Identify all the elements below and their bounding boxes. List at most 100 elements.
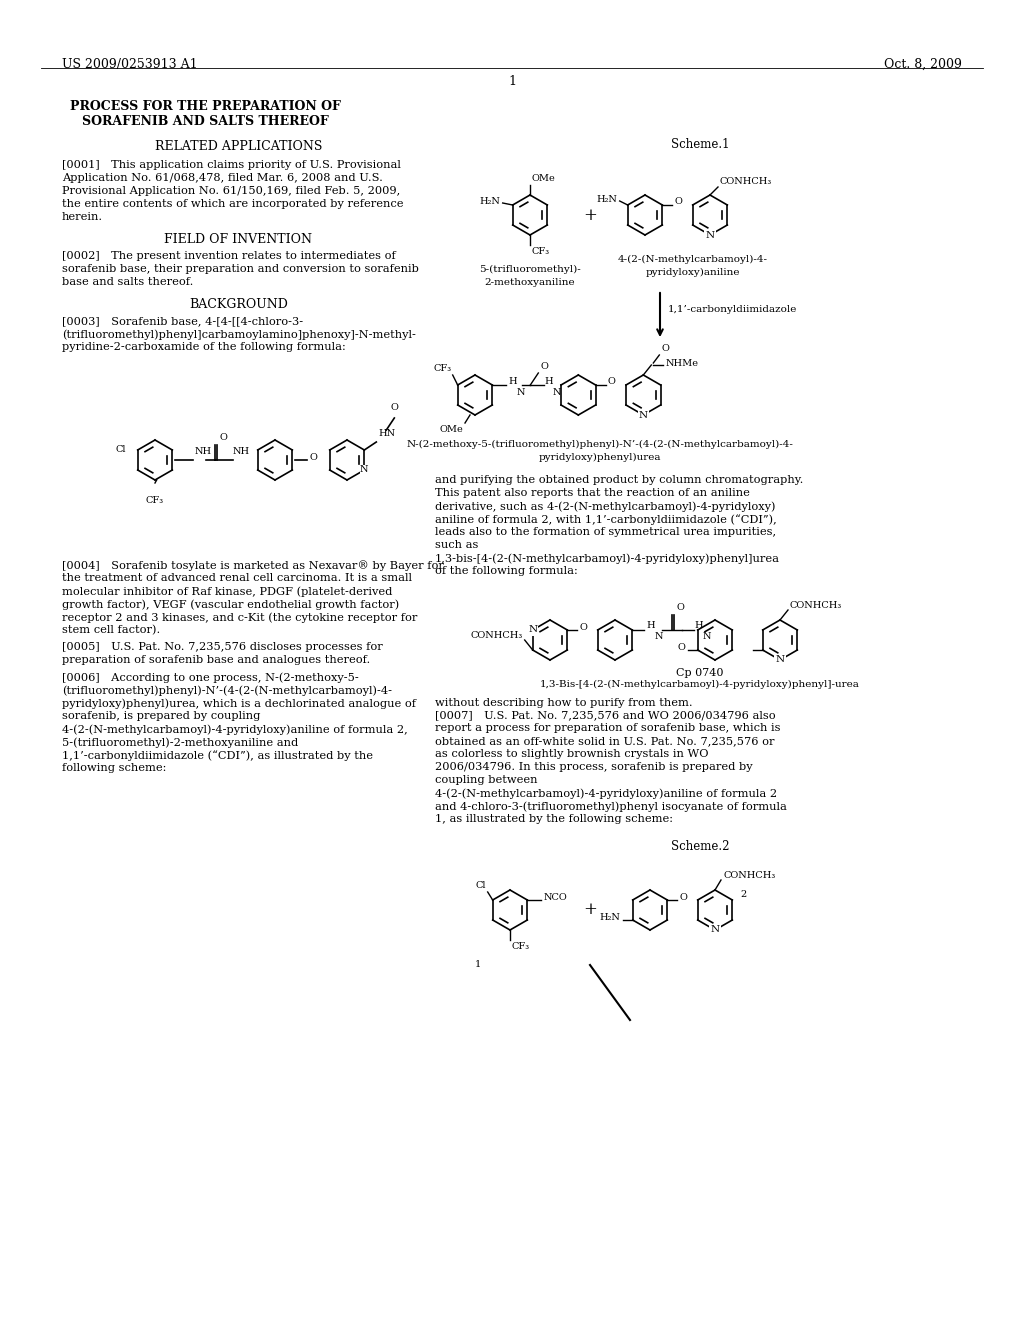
Text: This patent also reports that the reaction of an aniline: This patent also reports that the reacti… [435, 488, 750, 498]
Text: H₂N: H₂N [480, 198, 501, 206]
Text: N: N [775, 656, 784, 664]
Text: 5-(trifluoromethyl)-: 5-(trifluoromethyl)- [479, 265, 581, 275]
Text: N: N [702, 632, 711, 642]
Text: the treatment of advanced renal cell carcinoma. It is a small: the treatment of advanced renal cell car… [62, 573, 412, 583]
Text: CF₃: CF₃ [146, 496, 164, 506]
Text: CF₃: CF₃ [532, 247, 550, 256]
Text: 1,1’-carbonyldiimidazole (“CDI”), as illustrated by the: 1,1’-carbonyldiimidazole (“CDI”), as ill… [62, 750, 373, 760]
Text: receptor 2 and 3 kinases, and c-Kit (the cytokine receptor for: receptor 2 and 3 kinases, and c-Kit (the… [62, 612, 418, 623]
Text: as colorless to slightly brownish crystals in WO: as colorless to slightly brownish crysta… [435, 748, 709, 759]
Text: [0003] Sorafenib base, 4-[4-[[4-chloro-3-: [0003] Sorafenib base, 4-[4-[[4-chloro-3… [62, 315, 303, 326]
Text: aniline of formula 2, with 1,1’-carbonyldiimidazole (“CDI”),: aniline of formula 2, with 1,1’-carbonyl… [435, 513, 777, 525]
Text: CF₃: CF₃ [433, 364, 452, 374]
Text: O: O [678, 643, 686, 652]
Text: SORAFENIB AND SALTS THEREOF: SORAFENIB AND SALTS THEREOF [82, 115, 329, 128]
Text: such as: such as [435, 540, 478, 550]
Text: [0004] Sorafenib tosylate is marketed as Nexavar® by Bayer for: [0004] Sorafenib tosylate is marketed as… [62, 560, 443, 570]
Text: pyridyloxy)aniline: pyridyloxy)aniline [646, 268, 740, 277]
Text: FIELD OF INVENTION: FIELD OF INVENTION [165, 234, 312, 246]
Text: molecular inhibitor of Raf kinase, PDGF (platelet-derived: molecular inhibitor of Raf kinase, PDGF … [62, 586, 392, 597]
Text: H: H [694, 622, 702, 631]
Text: NH: NH [233, 447, 250, 455]
Text: sorafenib, is prepared by coupling: sorafenib, is prepared by coupling [62, 711, 260, 721]
Text: Oct. 8, 2009: Oct. 8, 2009 [884, 58, 962, 71]
Text: [0001] This application claims priority of U.S. Provisional: [0001] This application claims priority … [62, 160, 400, 170]
Text: O: O [679, 892, 687, 902]
Text: stem cell factor).: stem cell factor). [62, 624, 160, 635]
Text: sorafenib base, their preparation and conversion to sorafenib: sorafenib base, their preparation and co… [62, 264, 419, 275]
Text: O: O [309, 453, 316, 462]
Text: 2: 2 [740, 890, 746, 899]
Text: N: N [360, 466, 369, 474]
Text: O: O [675, 198, 682, 206]
Text: [0005] U.S. Pat. No. 7,235,576 discloses processes for: [0005] U.S. Pat. No. 7,235,576 discloses… [62, 642, 383, 652]
Text: OMe: OMe [439, 425, 463, 434]
Text: Cp 0740: Cp 0740 [676, 668, 724, 678]
Text: HN: HN [378, 429, 395, 438]
Text: growth factor), VEGF (vascular endothelial growth factor): growth factor), VEGF (vascular endotheli… [62, 599, 399, 610]
Text: 4-(2-(N-methylcarbamoyl)-4-pyridyloxy)aniline of formula 2: 4-(2-(N-methylcarbamoyl)-4-pyridyloxy)an… [435, 788, 777, 799]
Text: CONHCH₃: CONHCH₃ [720, 177, 772, 186]
Text: leads also to the formation of symmetrical urea impurities,: leads also to the formation of symmetric… [435, 527, 776, 537]
Text: O: O [541, 362, 548, 371]
Text: CONHCH₃: CONHCH₃ [790, 602, 843, 610]
Text: base and salts thereof.: base and salts thereof. [62, 277, 194, 286]
Text: N: N [654, 632, 663, 642]
Text: (trifluoromethyl)phenyl)-N’-(4-(2-(N-methylcarbamoyl)-4-: (trifluoromethyl)phenyl)-N’-(4-(2-(N-met… [62, 685, 392, 696]
Text: PROCESS FOR THE PREPARATION OF: PROCESS FOR THE PREPARATION OF [70, 100, 340, 114]
Text: NHMe: NHMe [666, 359, 698, 367]
Text: 1,3-Bis-[4-(2-(N-methylcarbamoyl)-4-pyridyloxy)phenyl]-urea: 1,3-Bis-[4-(2-(N-methylcarbamoyl)-4-pyri… [540, 680, 860, 689]
Text: 2-methoxyaniline: 2-methoxyaniline [484, 279, 575, 286]
Text: [0002] The present invention relates to intermediates of: [0002] The present invention relates to … [62, 251, 395, 261]
Text: RELATED APPLICATIONS: RELATED APPLICATIONS [155, 140, 323, 153]
Text: N: N [706, 231, 715, 239]
Text: O: O [390, 403, 398, 412]
Text: (trifluoromethyl)phenyl]carbamoylamino]phenoxy]-N-methyl-: (trifluoromethyl)phenyl]carbamoylamino]p… [62, 329, 416, 339]
Text: preparation of sorafenib base and analogues thereof.: preparation of sorafenib base and analog… [62, 655, 371, 665]
Text: 1: 1 [508, 75, 516, 88]
Text: NCO: NCO [544, 892, 567, 902]
Text: and 4-chloro-3-(trifluoromethyl)phenyl isocyanate of formula: and 4-chloro-3-(trifluoromethyl)phenyl i… [435, 801, 786, 812]
Text: pyridyloxy)phenyl)urea, which is a dechlorinated analogue of: pyridyloxy)phenyl)urea, which is a dechl… [62, 698, 416, 709]
Text: pyridine-2-carboxamide of the following formula:: pyridine-2-carboxamide of the following … [62, 342, 346, 352]
Text: of the following formula:: of the following formula: [435, 566, 578, 576]
Text: following scheme:: following scheme: [62, 763, 166, 774]
Text: Scheme.1: Scheme.1 [671, 139, 729, 150]
Text: Application No. 61/068,478, filed Mar. 6, 2008 and U.S.: Application No. 61/068,478, filed Mar. 6… [62, 173, 383, 183]
Text: coupling between: coupling between [435, 775, 538, 785]
Text: Cl: Cl [475, 880, 485, 890]
Text: O: O [219, 433, 227, 442]
Text: and purifying the obtained product by column chromatography.: and purifying the obtained product by co… [435, 475, 804, 484]
Text: N: N [711, 925, 720, 935]
Text: H: H [508, 378, 517, 387]
Text: Cl: Cl [115, 446, 126, 454]
Text: without describing how to purify from them.: without describing how to purify from th… [435, 698, 692, 708]
Text: report a process for preparation of sorafenib base, which is: report a process for preparation of sora… [435, 723, 780, 733]
Text: US 2009/0253913 A1: US 2009/0253913 A1 [62, 58, 198, 71]
Text: pyridyloxy)phenyl)urea: pyridyloxy)phenyl)urea [539, 453, 662, 462]
Text: H: H [545, 378, 553, 387]
Text: N-(2-methoxy-5-(trifluoromethyl)phenyl)-N’-(4-(2-(N-methylcarbamoyl)-4-: N-(2-methoxy-5-(trifluoromethyl)phenyl)-… [407, 440, 794, 449]
Text: H₂N: H₂N [600, 912, 621, 921]
Text: N: N [516, 388, 525, 397]
Text: the entire contents of which are incorporated by reference: the entire contents of which are incorpo… [62, 199, 403, 209]
Text: 1,1’-carbonyldiimidazole: 1,1’-carbonyldiimidazole [668, 305, 798, 314]
Text: H: H [646, 622, 655, 631]
Text: 5-(trifluoromethyl)-2-methoxyaniline and: 5-(trifluoromethyl)-2-methoxyaniline and [62, 737, 298, 747]
Text: CONHCH₃: CONHCH₃ [723, 871, 775, 880]
Text: N: N [639, 411, 648, 420]
Text: 4-(2-(N-methylcarbamoyl)-4-: 4-(2-(N-methylcarbamoyl)-4- [618, 255, 768, 264]
Text: Scheme.2: Scheme.2 [671, 840, 729, 853]
Text: 1: 1 [475, 960, 481, 969]
Text: H₂N: H₂N [597, 195, 617, 205]
Text: NH: NH [195, 447, 212, 455]
Text: +: + [583, 902, 597, 919]
Text: [0006] According to one process, N-(2-methoxy-5-: [0006] According to one process, N-(2-me… [62, 672, 358, 682]
Text: CONHCH₃: CONHCH₃ [470, 631, 522, 639]
Text: [0007] U.S. Pat. No. 7,235,576 and WO 2006/034796 also: [0007] U.S. Pat. No. 7,235,576 and WO 20… [435, 710, 775, 719]
Text: Provisional Application No. 61/150,169, filed Feb. 5, 2009,: Provisional Application No. 61/150,169, … [62, 186, 400, 195]
Text: derivative, such as 4-(2-(N-methylcarbamoyl)-4-pyridyloxy): derivative, such as 4-(2-(N-methylcarbam… [435, 502, 775, 512]
Text: OMe: OMe [532, 174, 556, 183]
Text: BACKGROUND: BACKGROUND [189, 298, 288, 312]
Text: O: O [676, 603, 684, 612]
